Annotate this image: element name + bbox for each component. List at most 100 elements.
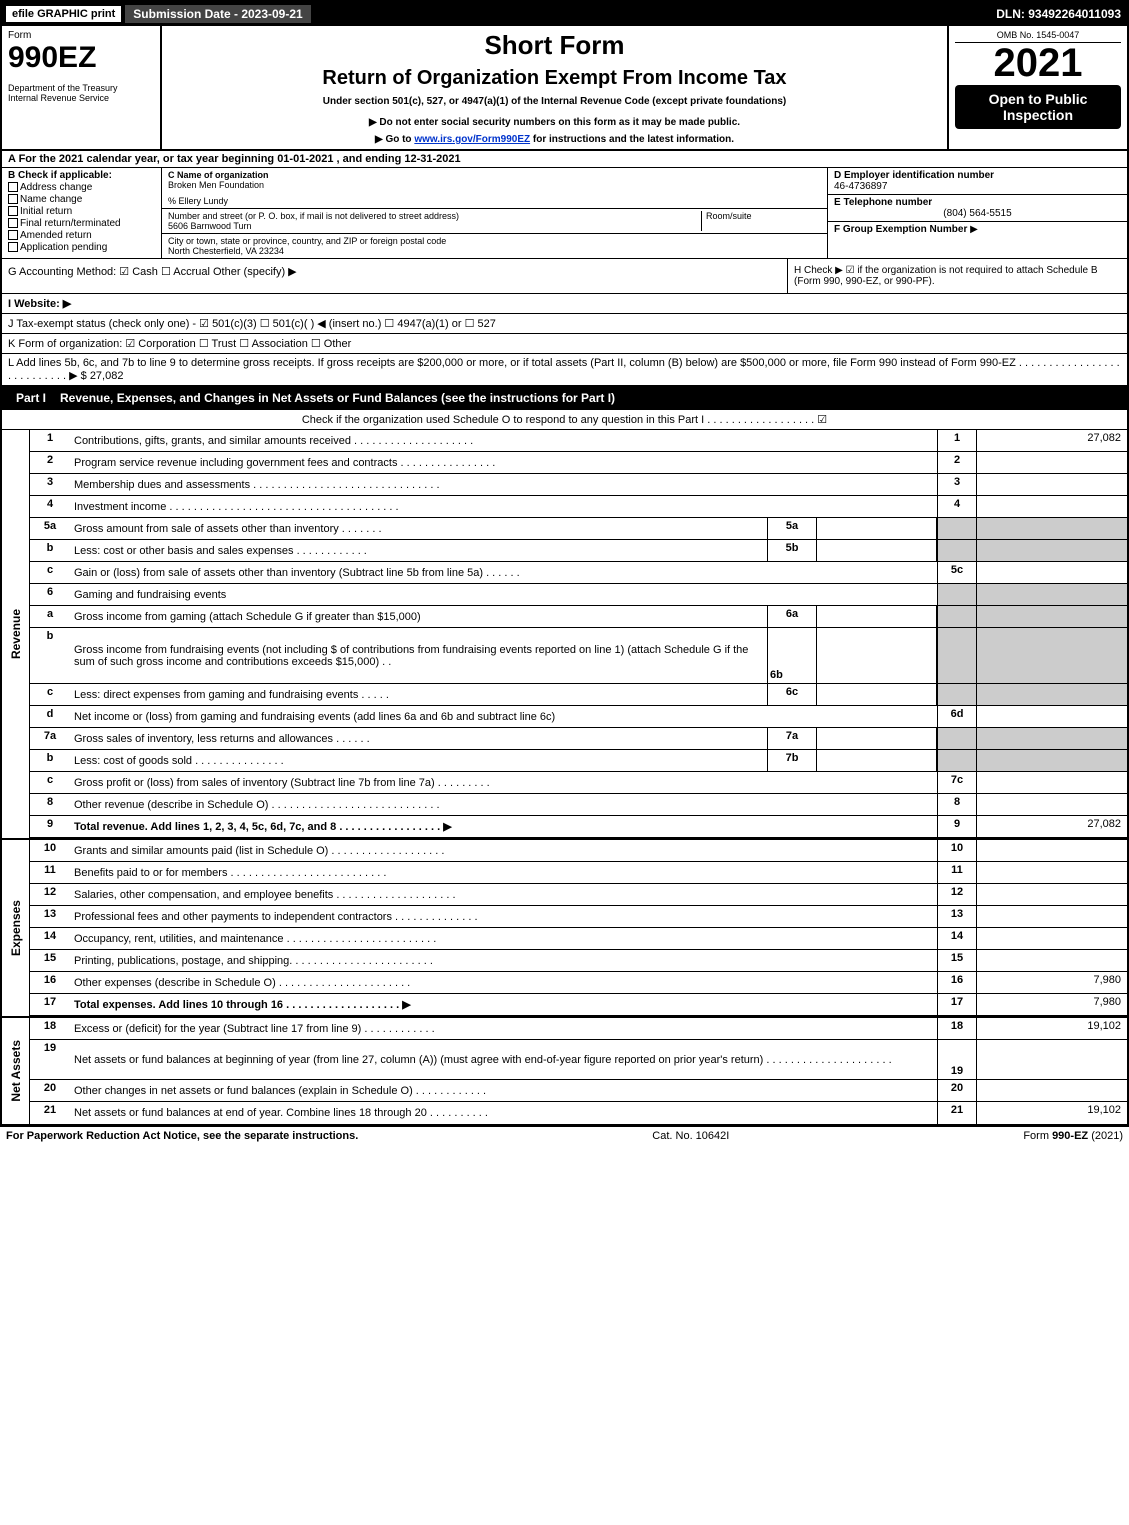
- box-c: C Name of organization Broken Men Founda…: [162, 168, 827, 258]
- line-6b-sn: 6b: [767, 628, 817, 683]
- line-21-num: 21: [30, 1102, 70, 1124]
- line-6a-desc: Gross income from gaming (attach Schedul…: [70, 606, 767, 627]
- line-6c-val: [977, 684, 1127, 705]
- line-7c-num: c: [30, 772, 70, 793]
- box-b-label: B Check if applicable:: [8, 170, 155, 181]
- footer-left: For Paperwork Reduction Act Notice, see …: [6, 1130, 358, 1142]
- line-5a-num: 5a: [30, 518, 70, 539]
- line-19-val: [977, 1040, 1127, 1079]
- row-h: H Check ▶ ☑ if the organization is not r…: [787, 259, 1127, 293]
- cb-name-change[interactable]: Name change: [8, 194, 155, 205]
- netassets-label: Net Assets: [9, 1040, 23, 1102]
- line-8-rn: 8: [937, 794, 977, 815]
- line-12-desc: Salaries, other compensation, and employ…: [70, 884, 937, 905]
- line-10-rn: 10: [937, 840, 977, 861]
- line-6c-sv: [817, 684, 937, 705]
- line-13-desc: Professional fees and other payments to …: [70, 906, 937, 927]
- line-18-rn: 18: [937, 1018, 977, 1039]
- revenue-label: Revenue: [9, 609, 23, 659]
- line-6b-num: b: [30, 628, 70, 683]
- line-5b-desc: Less: cost or other basis and sales expe…: [70, 540, 767, 561]
- line-5a-sn: 5a: [767, 518, 817, 539]
- line-4-desc: Investment income . . . . . . . . . . . …: [70, 496, 937, 517]
- line-11-val: [977, 862, 1127, 883]
- line-6b-desc: Gross income from fundraising events (no…: [70, 628, 767, 683]
- form-word: Form: [8, 30, 154, 41]
- org-name: Broken Men Foundation: [168, 180, 821, 190]
- line-15-num: 15: [30, 950, 70, 971]
- part-1-header: Part I Revenue, Expenses, and Changes in…: [2, 386, 1127, 410]
- line-2-num: 2: [30, 452, 70, 473]
- line-19-rn: 19: [937, 1040, 977, 1079]
- line-11-num: 11: [30, 862, 70, 883]
- line-19-num: 19: [30, 1040, 70, 1079]
- line-6a-sn: 6a: [767, 606, 817, 627]
- return-title: Return of Organization Exempt From Incom…: [168, 67, 941, 90]
- line-7a-rn: [937, 728, 977, 749]
- line-6b-sv: [817, 628, 937, 683]
- line-7b-sv: [817, 750, 937, 771]
- irs-link[interactable]: www.irs.gov/Form990EZ: [414, 134, 530, 145]
- tel-label: E Telephone number: [834, 197, 1121, 208]
- line-5a-desc: Gross amount from sale of assets other t…: [70, 518, 767, 539]
- line-14-desc: Occupancy, rent, utilities, and maintena…: [70, 928, 937, 949]
- city-label: City or town, state or province, country…: [168, 236, 821, 246]
- line-6c-sn: 6c: [767, 684, 817, 705]
- cb-address-change[interactable]: Address change: [8, 182, 155, 193]
- line-21-val: 19,102: [977, 1102, 1127, 1124]
- cb-amended-return[interactable]: Amended return: [8, 230, 155, 241]
- line-10-val: [977, 840, 1127, 861]
- line-6-desc: Gaming and fundraising events: [70, 584, 937, 605]
- topbar: efile GRAPHIC print Submission Date - 20…: [2, 2, 1127, 26]
- cb-application-pending[interactable]: Application pending: [8, 242, 155, 253]
- line-1-desc: Contributions, gifts, grants, and simila…: [70, 430, 937, 451]
- meta-section: B Check if applicable: Address change Na…: [2, 168, 1127, 259]
- form-header: Form 990EZ Department of the Treasury In…: [2, 26, 1127, 151]
- line-18-desc: Excess or (deficit) for the year (Subtra…: [70, 1018, 937, 1039]
- efile-print-button[interactable]: efile GRAPHIC print: [6, 6, 121, 22]
- line-6b-rn: [937, 628, 977, 683]
- line-17-rn: 17: [937, 994, 977, 1015]
- line-6a-rn: [937, 606, 977, 627]
- line-5b-val: [977, 540, 1127, 561]
- line-6b-val: [977, 628, 1127, 683]
- cb-final-return[interactable]: Final return/terminated: [8, 218, 155, 229]
- line-7a-desc: Gross sales of inventory, less returns a…: [70, 728, 767, 749]
- footer-right: Form 990-EZ (2021): [1023, 1130, 1123, 1142]
- line-5b-rn: [937, 540, 977, 561]
- line-19-desc: Net assets or fund balances at beginning…: [70, 1040, 937, 1079]
- line-1-num: 1: [30, 430, 70, 451]
- line-11-desc: Benefits paid to or for members . . . . …: [70, 862, 937, 883]
- line-16-rn: 16: [937, 972, 977, 993]
- row-i: I Website: ▶: [2, 294, 1127, 314]
- line-3-val: [977, 474, 1127, 495]
- line-7a-sn: 7a: [767, 728, 817, 749]
- cb-initial-return[interactable]: Initial return: [8, 206, 155, 217]
- line-17-desc: Total expenses. Add lines 10 through 16 …: [70, 994, 937, 1015]
- part-1-checkline: Check if the organization used Schedule …: [2, 410, 1127, 430]
- expenses-label: Expenses: [9, 900, 23, 956]
- footer: For Paperwork Reduction Act Notice, see …: [0, 1126, 1129, 1145]
- line-9-desc: Total revenue. Add lines 1, 2, 3, 4, 5c,…: [70, 816, 937, 837]
- line-11-rn: 11: [937, 862, 977, 883]
- line-8-desc: Other revenue (describe in Schedule O) .…: [70, 794, 937, 815]
- row-k: K Form of organization: ☑ Corporation ☐ …: [2, 334, 1127, 354]
- line-20-num: 20: [30, 1080, 70, 1101]
- row-g: G Accounting Method: ☑ Cash ☐ Accrual Ot…: [2, 259, 787, 293]
- line-4-val: [977, 496, 1127, 517]
- netassets-section: Net Assets 18Excess or (deficit) for the…: [2, 1016, 1127, 1124]
- line-6-val: [977, 584, 1127, 605]
- line-10-num: 10: [30, 840, 70, 861]
- line-7b-rn: [937, 750, 977, 771]
- under-section: Under section 501(c), 527, or 4947(a)(1)…: [168, 96, 941, 107]
- line-14-num: 14: [30, 928, 70, 949]
- line-13-val: [977, 906, 1127, 927]
- line-17-num: 17: [30, 994, 70, 1015]
- line-21-rn: 21: [937, 1102, 977, 1124]
- line-7b-val: [977, 750, 1127, 771]
- line-5c-desc: Gain or (loss) from sale of assets other…: [70, 562, 937, 583]
- line-7c-desc: Gross profit or (loss) from sales of inv…: [70, 772, 937, 793]
- city: North Chesterfield, VA 23234: [168, 246, 821, 256]
- line-20-rn: 20: [937, 1080, 977, 1101]
- line-21-desc: Net assets or fund balances at end of ye…: [70, 1102, 937, 1124]
